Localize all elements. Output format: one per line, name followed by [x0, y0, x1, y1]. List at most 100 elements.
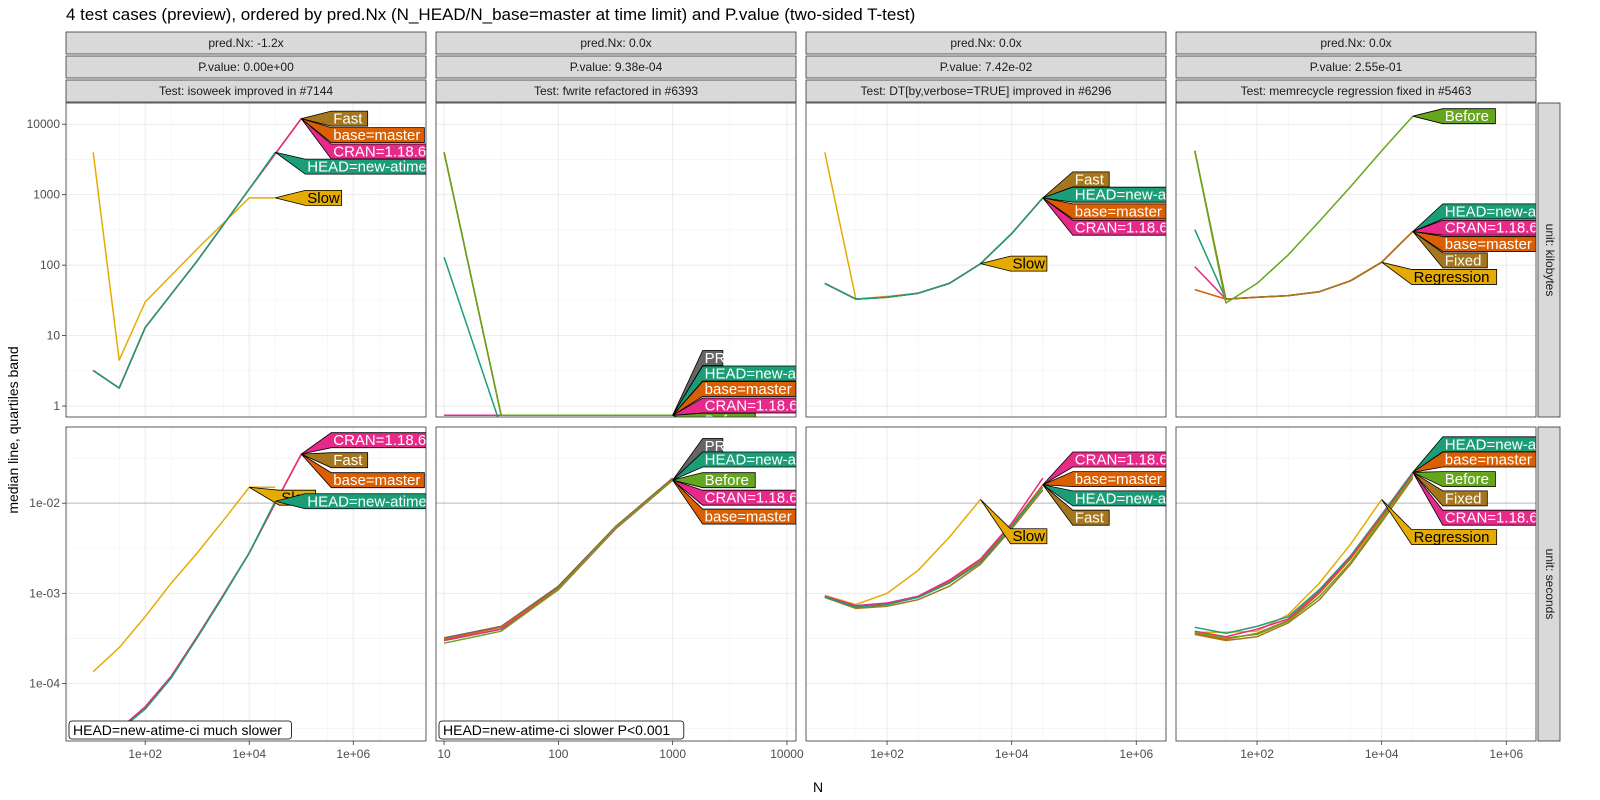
direct-label: PR	[705, 350, 726, 367]
series-line	[1194, 471, 1414, 635]
panel-border	[435, 426, 797, 742]
series-line	[443, 256, 499, 417]
direct-label-box	[672, 451, 796, 481]
y-axis-title: median line, quartiles band	[5, 346, 21, 513]
facet-strip-label: pred.Nx: 0.0x	[1320, 36, 1391, 50]
direct-label: Fixed	[1445, 252, 1482, 269]
direct-label-box	[300, 118, 426, 160]
direct-label-box	[980, 255, 1048, 272]
direct-label-box	[1412, 231, 1488, 269]
direct-label: CRAN=1.18.6.1	[1445, 220, 1550, 237]
facet-strip	[1175, 55, 1537, 79]
direct-label-box	[275, 151, 426, 175]
y-tick-label: 10000	[27, 117, 61, 131]
y-tick-label: 10	[47, 329, 61, 343]
direct-label-box	[1381, 261, 1498, 285]
facet-strip-label: pred.Nx: 0.0x	[950, 36, 1021, 50]
y-tick-label: 1e-02	[29, 496, 60, 510]
panel: Fastbase=masterCRAN=1.18.6.1HEAD=new-ati…	[65, 102, 442, 418]
direct-label: base=master	[705, 509, 792, 526]
panel-plot-area: Fastbase=masterCRAN=1.18.6.1HEAD=new-ati…	[92, 111, 442, 389]
series-line	[443, 152, 673, 417]
facet-strip	[65, 55, 427, 79]
direct-label: Fast	[1075, 171, 1105, 188]
facet-strip	[805, 79, 1167, 103]
facet-strip-label: P.value: 9.38e-04	[570, 60, 663, 74]
direct-label: base=master	[1075, 203, 1162, 220]
panel-border	[805, 102, 1167, 418]
panel: FastHEAD=new-atime-cibase=masterCRAN=1.1…	[805, 102, 1210, 418]
x-tick-label: 1e+06	[1489, 747, 1523, 761]
direct-label-box	[1042, 197, 1166, 236]
direct-label: Slow	[1012, 256, 1045, 273]
direct-label: base=master	[705, 381, 792, 398]
facet-strip	[65, 31, 427, 55]
direct-label: base=master	[333, 472, 420, 489]
direct-label: Slow	[1012, 528, 1045, 545]
direct-label: PR	[705, 438, 726, 455]
panel: CRAN=1.18.6.1 base=master HEAD=new-atime-c…	[805, 426, 1210, 742]
direct-label-box	[301, 118, 425, 144]
facet-strip-label: P.value: 2.55e-01	[1310, 60, 1403, 74]
x-tick-label: 1e+06	[1119, 747, 1153, 761]
direct-label-box	[1042, 186, 1166, 203]
panel-border	[1175, 426, 1537, 742]
direct-label: HEAD=new-atime-ci	[307, 159, 442, 176]
row-strip	[1537, 102, 1561, 418]
facet-strip	[805, 31, 1167, 55]
direct-label-box	[1412, 471, 1496, 487]
direct-label-box	[300, 453, 425, 489]
direct-label: Fixed	[1445, 490, 1482, 507]
panel: Before HEAD=new-atime-ciCRAN=1.18.6.1base…	[1175, 102, 1550, 418]
facet-strip	[435, 55, 797, 79]
facet-strip-label: pred.Nx: 0.0x	[580, 36, 651, 50]
direct-label: base=master	[1445, 452, 1532, 469]
series-line	[1194, 477, 1414, 642]
panel: PRHEAD=new-atime-cibase=masterCRAN=1.18.…	[435, 102, 797, 418]
facet-strip	[1175, 31, 1537, 55]
chart-title: 4 test cases (preview), ordered by pred.…	[66, 5, 915, 24]
direct-label: CRAN=1.18.6.1	[1445, 510, 1550, 527]
direct-label: base=master	[1445, 236, 1532, 253]
x-tick-label: 10000	[770, 747, 804, 761]
series-line	[443, 479, 674, 644]
direct-label: Before	[705, 472, 749, 489]
panel-plot-area: PRHEAD=new-atime-cibase=masterCRAN=1.18.…	[443, 152, 796, 417]
direct-label: Fast	[333, 452, 363, 469]
facet-strip	[805, 55, 1167, 79]
comparison-note-box	[438, 720, 685, 740]
y-tick-label: 1e-03	[29, 586, 60, 600]
comparison-note: HEAD=new-atime-ci much slower	[73, 722, 282, 738]
direct-label: Regression	[1414, 529, 1490, 546]
direct-label: HEAD=new-atime-ci	[1075, 187, 1210, 204]
direct-label: HEAD=new-atime-ci	[1075, 490, 1210, 507]
panel-plot-area: Before HEAD=new-atime-ciCRAN=1.18.6.1base…	[1194, 108, 1550, 304]
panels-layer: pred.Nx: -1.2x P.value: 0.00e+00 Test: iso…	[27, 31, 1561, 761]
series-line	[824, 498, 982, 606]
direct-label: Before	[1445, 108, 1489, 125]
direct-label: CRAN=1.18.6.1	[333, 432, 438, 449]
direct-label: HEAD=new-atime-ci	[307, 493, 442, 510]
panel-border	[1175, 102, 1537, 418]
direct-label: Before	[1445, 471, 1489, 488]
facet-strip-label: Test: memrecycle regression fixed in #54…	[1241, 84, 1472, 98]
facet-strip-label: Test: fwrite refactored in #6393	[534, 84, 698, 98]
comparison-note-box	[68, 720, 293, 740]
series-line	[92, 152, 276, 361]
panel-border	[435, 102, 797, 418]
y-tick-label: 1000	[33, 188, 60, 202]
direct-label-box	[1412, 108, 1496, 125]
direct-label-box	[1042, 484, 1110, 526]
direct-label-box	[672, 412, 756, 417]
series-line	[92, 151, 276, 389]
direct-label-box	[672, 479, 796, 506]
x-axis-title: N	[813, 779, 823, 795]
direct-label: HEAD=new-atime-ci	[705, 452, 840, 469]
panel-background	[806, 103, 1166, 417]
direct-label: CRAN=1.18.6.1	[705, 490, 810, 507]
direct-label: base=master	[333, 127, 420, 144]
panel-plot-area: FastHEAD=new-atime-cibase=masterCRAN=1.1…	[824, 152, 1210, 300]
panel-plot-area: CRAN=1.18.6.1 base=master HEAD=new-atime-c…	[824, 452, 1210, 610]
